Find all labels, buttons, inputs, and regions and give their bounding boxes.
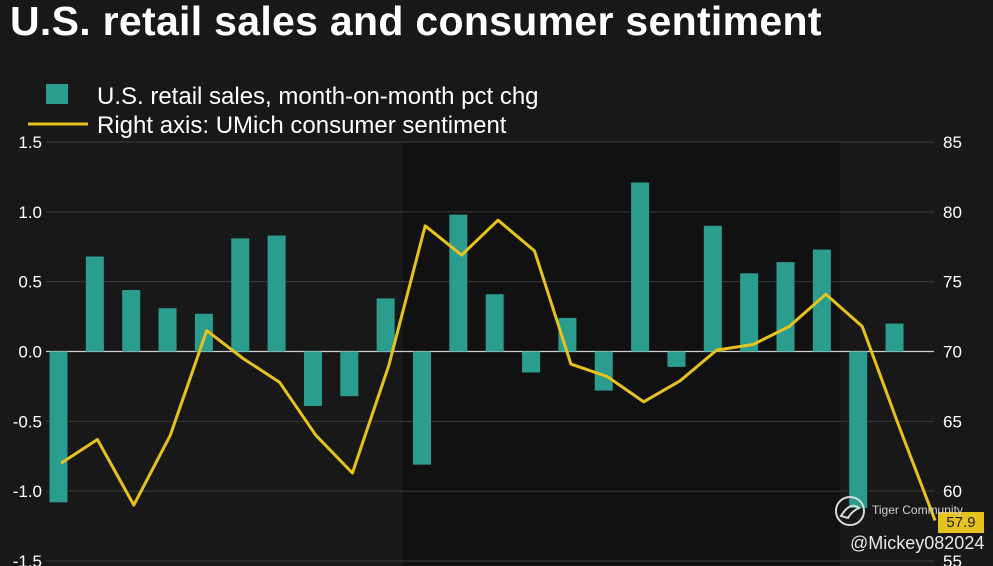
left-axis: 1.5 1.0 0.5 0.0 -0.5 -1.0 -1.5 xyxy=(13,133,42,566)
retail-sales-bar xyxy=(194,313,213,352)
left-tick-label: 0.0 xyxy=(18,343,42,362)
watermark-brand: Tiger Community xyxy=(872,503,963,517)
right-tick-label: 65 xyxy=(943,412,962,431)
year-band xyxy=(403,142,840,566)
retail-sales-bar xyxy=(849,351,868,508)
retail-sales-bar xyxy=(158,308,177,352)
retail-sales-bar xyxy=(340,351,359,397)
right-tick-label: 80 xyxy=(943,203,962,222)
retail-sales-bar xyxy=(122,290,141,352)
retail-sales-bar xyxy=(703,225,722,352)
retail-sales-bar xyxy=(631,182,650,352)
retail-sales-bar xyxy=(812,249,831,352)
retail-sales-bar xyxy=(49,351,68,503)
retail-sales-bar xyxy=(885,323,904,352)
chart-title: U.S. retail sales and consumer sentiment xyxy=(10,0,822,44)
tiger-logo-icon xyxy=(835,496,865,526)
retail-sales-bar xyxy=(449,214,468,352)
retail-sales-bar xyxy=(776,262,795,352)
legend-line-label: Right axis: UMich consumer sentiment xyxy=(97,112,507,139)
legend-bar-label: U.S. retail sales, month-on-month pct ch… xyxy=(97,83,539,110)
retail-sales-bar xyxy=(231,238,250,352)
retail-sales-bar xyxy=(413,351,431,465)
retail-sales-bar xyxy=(376,298,395,352)
left-tick-label: -1.0 xyxy=(13,482,42,501)
retail-sales-bar xyxy=(303,351,322,406)
retail-sales-bar xyxy=(85,256,104,352)
left-tick-label: 1.5 xyxy=(18,133,42,152)
left-tick-label: -1.5 xyxy=(13,552,42,566)
right-tick-label: 55 xyxy=(943,552,962,566)
retail-sales-bar xyxy=(485,294,504,352)
legend-bar-swatch xyxy=(46,84,68,104)
last-value-label: 57.9 xyxy=(938,512,984,533)
right-axis: 85 80 75 70 65 60 55 xyxy=(943,133,962,566)
retail-sales-bar xyxy=(594,351,613,391)
right-tick-label: 70 xyxy=(943,343,962,362)
watermark-handle: @Mickey082024 xyxy=(850,533,985,553)
right-tick-label: 60 xyxy=(943,482,962,501)
left-tick-label: 1.0 xyxy=(18,203,42,222)
retail-sales-bar xyxy=(267,235,286,352)
retail-sales-bar xyxy=(667,351,686,367)
right-tick-label: 85 xyxy=(943,133,962,152)
left-tick-label: 0.5 xyxy=(18,273,42,292)
retail-sales-bar xyxy=(522,351,541,373)
right-tick-label: 75 xyxy=(943,273,962,292)
left-tick-label: -0.5 xyxy=(13,412,42,431)
retail-sales-bar xyxy=(740,273,759,352)
legend: U.S. retail sales, month-on-month pct ch… xyxy=(28,83,539,139)
sentiment-line xyxy=(60,218,937,522)
